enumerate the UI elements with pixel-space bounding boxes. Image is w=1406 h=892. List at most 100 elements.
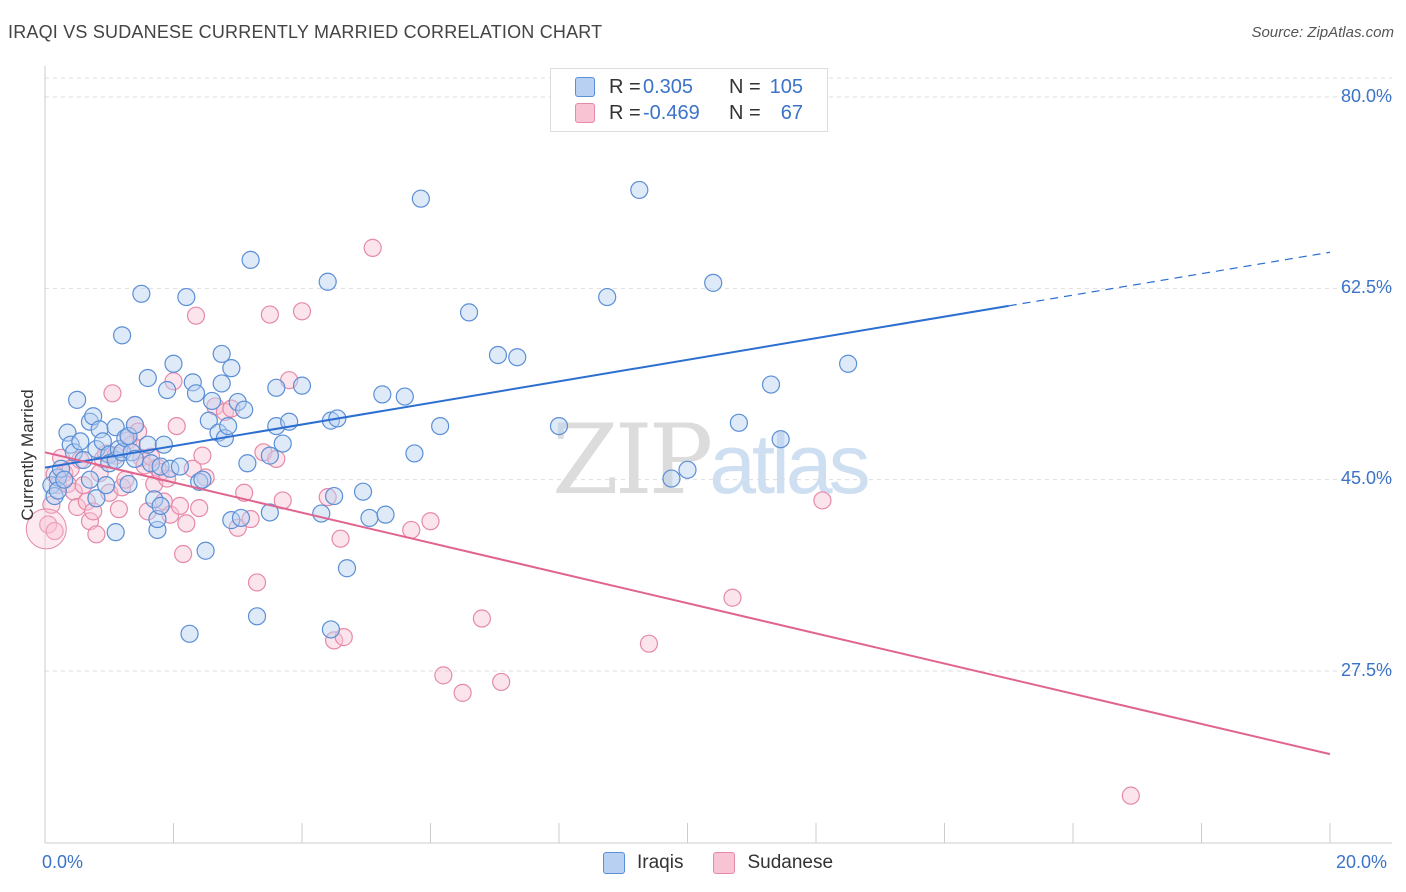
sudanese-point	[241, 509, 260, 529]
sudanese-point	[813, 491, 832, 510]
iraqis-point	[106, 523, 125, 542]
iraqis-point	[141, 454, 161, 473]
iraqis-point	[353, 482, 373, 501]
legend-r-label: R =	[609, 101, 641, 124]
sudanese-point	[87, 525, 106, 544]
legend-n-value: 67	[780, 101, 803, 124]
sudanese-point	[331, 529, 350, 548]
iraqis-point	[157, 380, 177, 400]
iraqis-point	[183, 373, 202, 392]
iraqis-point	[219, 416, 238, 436]
iraqis-point	[395, 387, 414, 406]
iraqis-point	[180, 624, 199, 643]
iraqis-point	[90, 420, 109, 439]
iraqis-point	[488, 345, 508, 365]
iraqis-point	[138, 368, 157, 388]
x-tick-label-right: 20.0%	[1336, 852, 1388, 872]
iraqis-point	[199, 411, 218, 430]
sudanese-point	[141, 447, 161, 466]
iraqis-point	[508, 348, 527, 367]
iraqis-point	[318, 272, 337, 291]
y-tick-label-45: 45.0%	[1340, 468, 1392, 488]
iraqis-point	[321, 620, 341, 639]
iraqis-point	[68, 390, 87, 409]
sudanese-point	[1121, 786, 1140, 805]
iraqis-point	[267, 378, 286, 397]
stats-legend: R = 0.305 N = 105 R = -0.469 N = 67	[550, 68, 828, 132]
iraqis-point	[87, 489, 106, 508]
sudanese-trendline	[44, 451, 1331, 756]
y-tick-label-62-5: 62.5%	[1340, 277, 1392, 297]
iraqis-point	[235, 400, 254, 419]
sudanese-point	[639, 634, 659, 653]
iraqis-point	[96, 476, 116, 495]
sudanese-point	[109, 500, 128, 519]
iraqis-point	[292, 376, 312, 395]
iraqis-point	[145, 490, 164, 509]
sudanese-point	[723, 588, 742, 607]
iraqis-point	[260, 503, 279, 522]
sudanese-point	[402, 520, 421, 540]
iraqis-point	[360, 508, 379, 528]
watermark: ZIPatlas	[552, 404, 871, 516]
x-tick-label-left: 0.0%	[42, 852, 84, 872]
legend-r-value: -0.469	[643, 101, 700, 124]
sudanese-point	[247, 573, 267, 592]
sudanese-point	[39, 515, 58, 534]
sudanese-point	[318, 488, 337, 507]
legend-item-iraqis[interactable]: Iraqis	[603, 852, 683, 874]
iraqis-point	[151, 496, 170, 516]
legend-swatch-sudanese	[713, 852, 736, 874]
iraqis-point	[238, 454, 257, 473]
iraqis-point	[273, 434, 292, 453]
sudanese-point	[292, 302, 312, 321]
sudanese-point	[190, 498, 209, 518]
series-legend: Iraqis Sudanese	[603, 852, 863, 874]
iraqis-point	[132, 284, 151, 303]
watermark-zip: ZIP	[552, 404, 713, 516]
watermark-atlas: atlas	[709, 417, 870, 511]
iraqis-point	[241, 250, 260, 270]
chart-title: IRAQI VS SUDANESE CURRENTLY MARRIED CORR…	[8, 22, 603, 42]
iraqis-point	[839, 354, 858, 373]
legend-r-label: R =	[609, 75, 641, 98]
iraqis-point	[212, 344, 231, 364]
iraqis-point	[247, 607, 267, 626]
iraqis-point	[177, 287, 196, 307]
iraqis-point	[549, 416, 569, 436]
iraqis-point	[405, 444, 424, 463]
legend-swatch-iraqis	[603, 852, 625, 874]
sudanese-point	[170, 496, 190, 516]
iraqis-point	[80, 412, 100, 431]
sudanese-point	[186, 306, 206, 325]
legend-row-sudanese: R = -0.469 N = 67	[575, 101, 803, 125]
iraqis-point	[112, 326, 132, 345]
iraqis-trendline-extension	[1008, 251, 1331, 307]
legend-item-sudanese[interactable]: Sudanese	[713, 852, 833, 874]
legend-n-label: N =	[729, 101, 761, 124]
sudanese-point	[453, 683, 472, 702]
legend-r-value: 0.305	[643, 75, 694, 98]
iraqis-point	[186, 384, 206, 403]
sudanese-point	[103, 384, 122, 403]
sudanese-point	[421, 512, 440, 531]
iraqis-point	[260, 446, 279, 465]
legend-n-label: N =	[729, 75, 761, 98]
y-tick-label-27-5: 27.5%	[1340, 660, 1392, 680]
iraqis-point	[376, 505, 395, 524]
iraqis-point	[771, 430, 790, 449]
legend-n-value: 105	[769, 75, 803, 98]
y-axis-label: Currently Married	[18, 389, 37, 521]
iraqis-point	[45, 486, 64, 506]
iraqis-point	[325, 486, 344, 506]
iraqis-point	[196, 541, 215, 560]
iraqis-point	[373, 385, 392, 404]
iraqis-point	[125, 415, 145, 435]
sudanese-point	[167, 416, 186, 436]
sudanese-point	[193, 446, 212, 465]
iraqis-point	[164, 354, 183, 373]
iraqis-trendline	[44, 304, 1009, 469]
sudanese-point	[77, 492, 96, 511]
iraqis-point	[662, 469, 681, 488]
